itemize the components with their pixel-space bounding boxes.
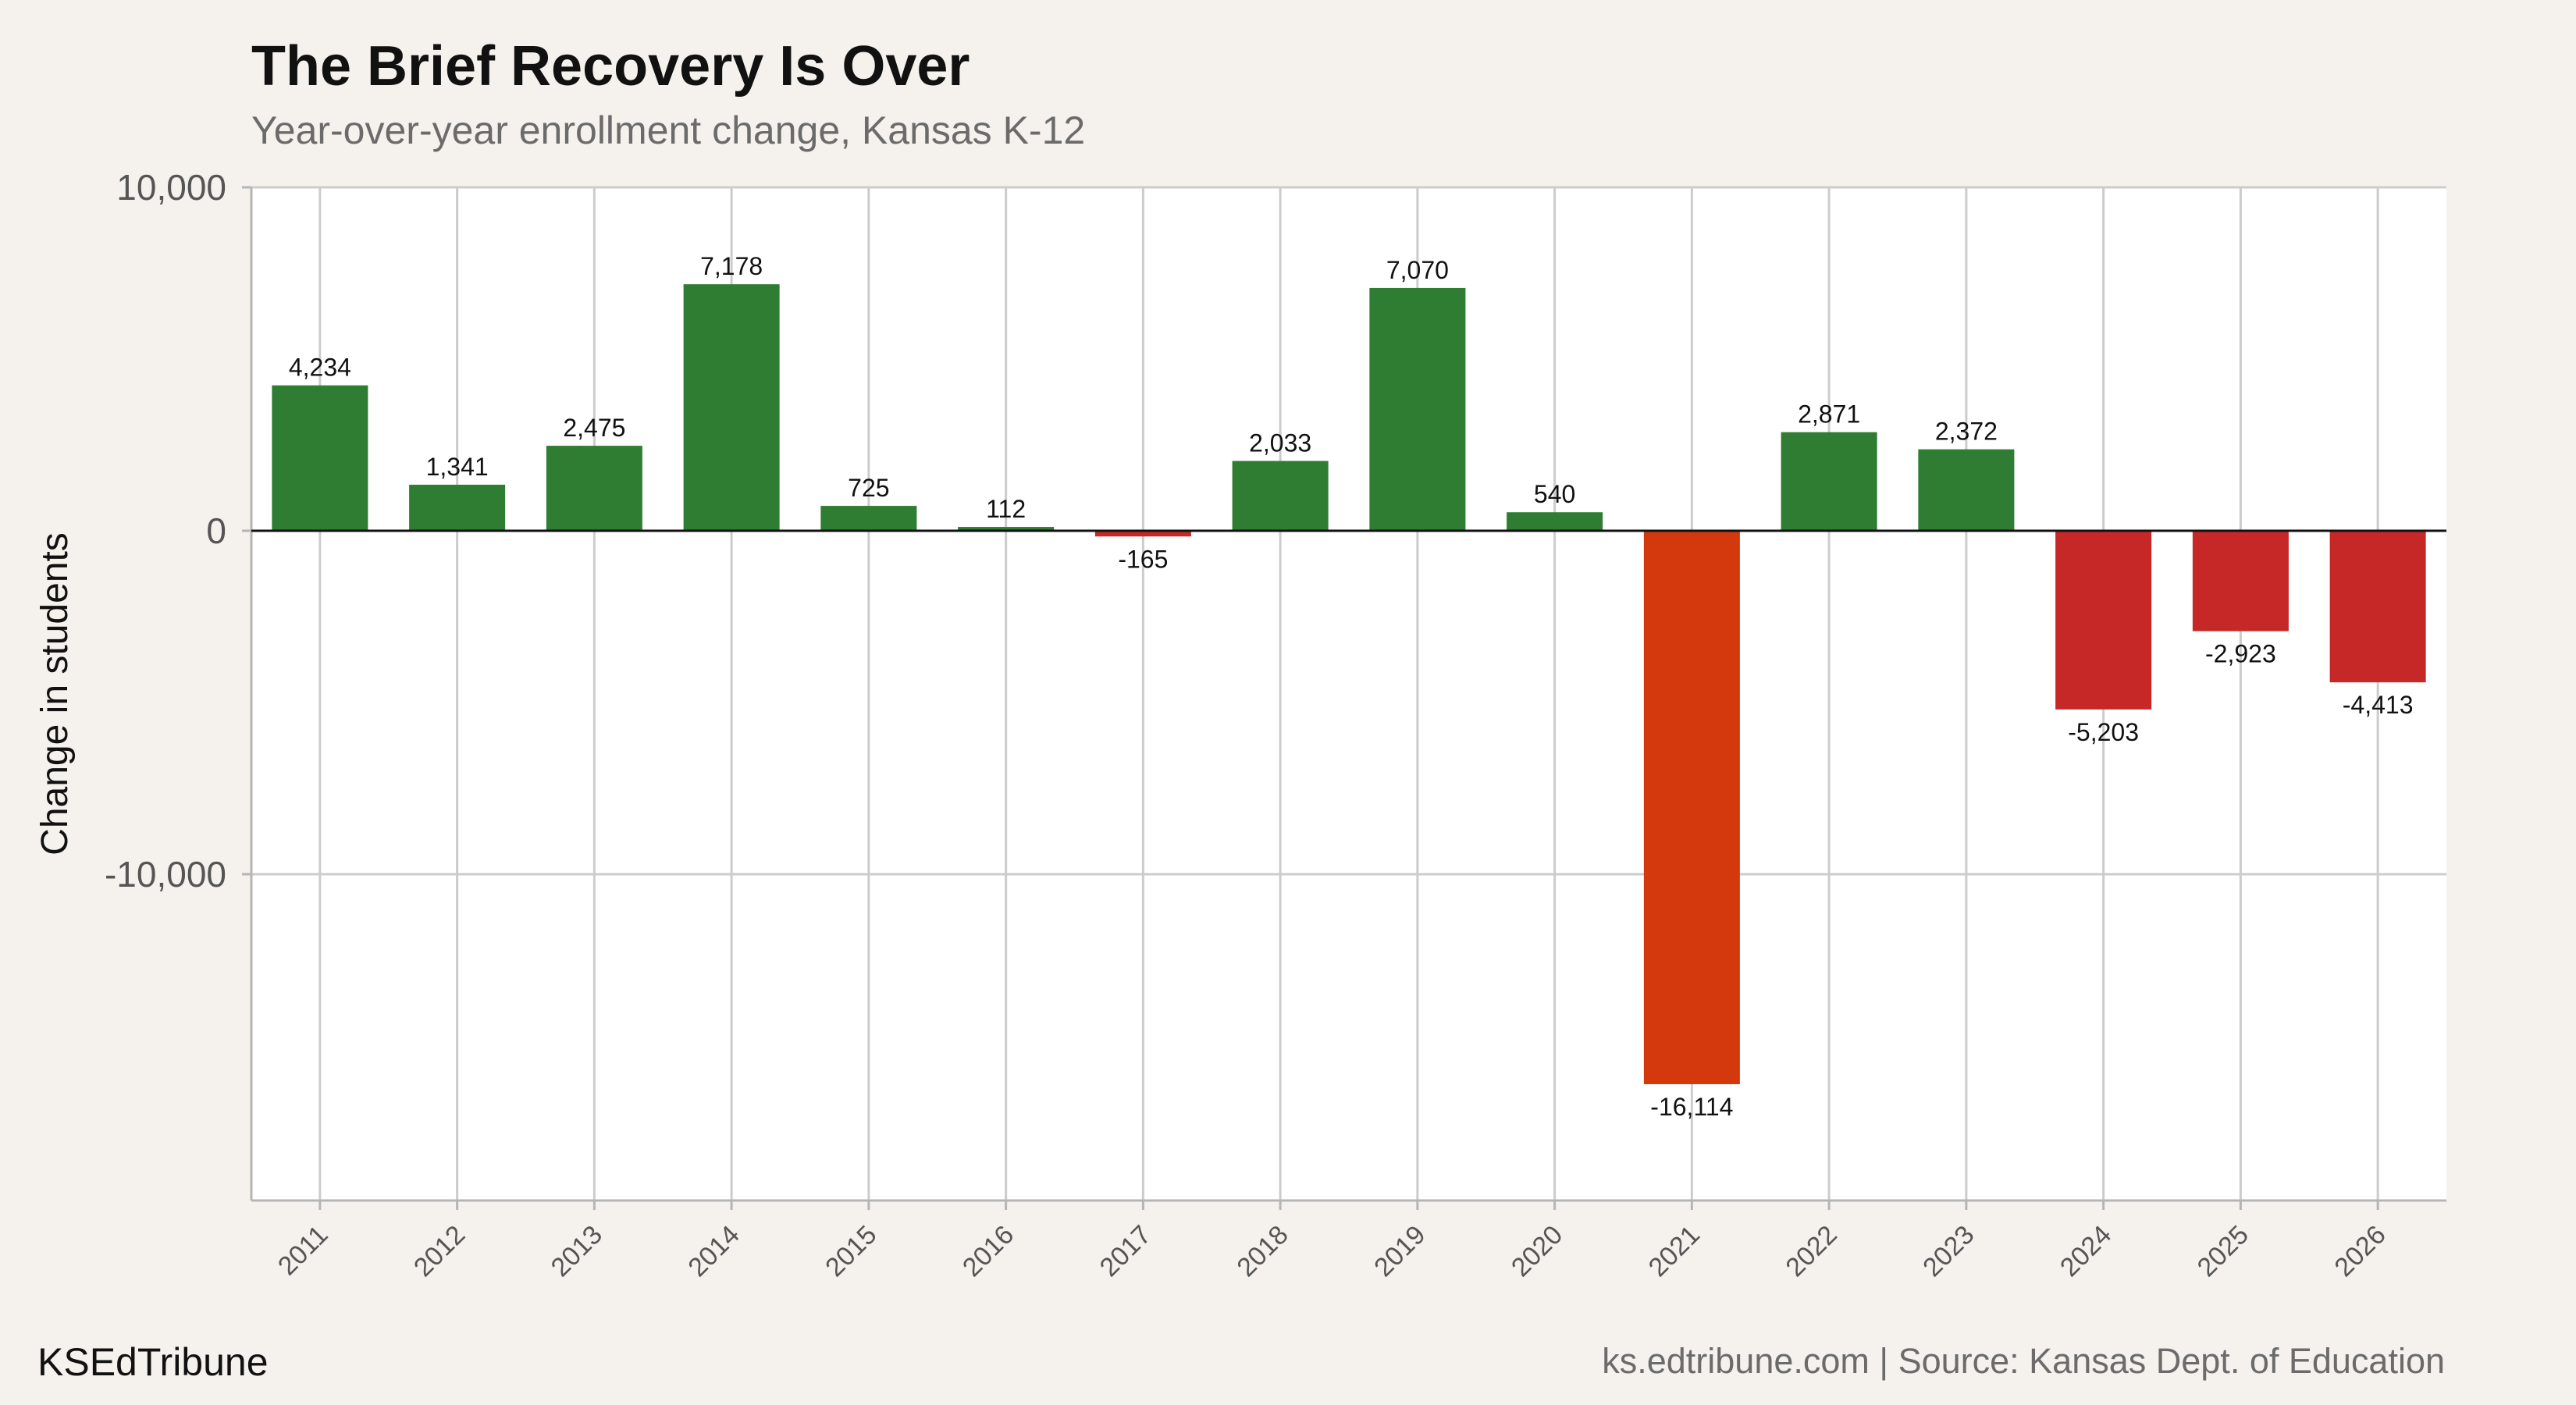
bar-2014	[683, 284, 780, 531]
bar-2012	[409, 484, 506, 531]
bar-2023	[1918, 449, 2015, 531]
x-tick-label-2019: 2019	[1368, 1220, 1431, 1282]
bar-2018	[1232, 461, 1329, 531]
brand-logo-text: KSEdTribune	[37, 1340, 269, 1384]
value-label-2025: -2,923	[2205, 640, 2276, 668]
bar-2017	[1094, 531, 1191, 537]
bar-2011	[272, 385, 368, 531]
x-tick-label-2024: 2024	[2055, 1220, 2117, 1282]
value-label-2020: 540	[1534, 480, 1575, 508]
value-label-2019: 7,070	[1386, 256, 1449, 284]
x-tick-label-2011: 2011	[272, 1220, 334, 1282]
x-tick-label-2023: 2023	[1917, 1220, 1980, 1282]
x-tick-label-2026: 2026	[2329, 1220, 2391, 1282]
bar-2013	[546, 446, 642, 531]
bar-2020	[1507, 512, 1603, 531]
x-tick-label-2016: 2016	[957, 1220, 1019, 1282]
value-label-2023: 2,372	[1935, 418, 1998, 446]
y-tick-label: 0	[206, 510, 226, 551]
x-tick-label-2018: 2018	[1231, 1220, 1293, 1282]
x-tick-label-2014: 2014	[682, 1220, 745, 1282]
value-label-2022: 2,871	[1798, 400, 1860, 429]
chart-subtitle: Year-over-year enrollment change, Kansas…	[251, 108, 1086, 152]
chart-title: The Brief Recovery Is Over	[251, 35, 970, 98]
source-credit: ks.edtribune.com | Source: Kansas Dept. …	[1602, 1341, 2445, 1381]
bar-2022	[1781, 432, 1877, 531]
value-label-2011: 4,234	[289, 354, 351, 382]
value-label-2026: -4,413	[2343, 691, 2414, 719]
bar-2015	[820, 506, 917, 531]
bar-2024	[2055, 531, 2152, 710]
x-tick-label-2015: 2015	[820, 1220, 882, 1282]
value-label-2012: 1,341	[426, 453, 489, 481]
value-label-2016: 112	[986, 495, 1026, 523]
x-tick-label-2021: 2021	[1643, 1220, 1706, 1282]
x-tick-label-2017: 2017	[1094, 1220, 1157, 1282]
x-tick-label-2020: 2020	[1506, 1220, 1568, 1282]
bar-2016	[958, 527, 1055, 531]
value-label-2013: 2,475	[563, 414, 625, 442]
value-label-2015: 725	[848, 474, 889, 502]
bar-2019	[1369, 287, 1466, 531]
x-tick-label-2012: 2012	[408, 1220, 471, 1282]
y-axis-title: Change in students	[34, 532, 76, 855]
y-tick-label: -10,000	[105, 854, 226, 895]
value-label-2024: -5,203	[2068, 718, 2139, 746]
bar-2026	[2329, 531, 2426, 683]
x-tick-label-2022: 2022	[1780, 1220, 1842, 1282]
x-tick-label-2013: 2013	[546, 1220, 608, 1282]
y-tick-label: 10,000	[116, 167, 226, 208]
x-tick-label-2025: 2025	[2192, 1220, 2254, 1282]
value-label-2018: 2,033	[1249, 429, 1311, 457]
bar-2021	[1643, 531, 1740, 1085]
value-label-2014: 7,178	[700, 252, 763, 280]
bar-2025	[2192, 531, 2289, 631]
value-label-2017: -165	[1118, 545, 1168, 573]
value-label-2021: -16,114	[1650, 1093, 1733, 1121]
